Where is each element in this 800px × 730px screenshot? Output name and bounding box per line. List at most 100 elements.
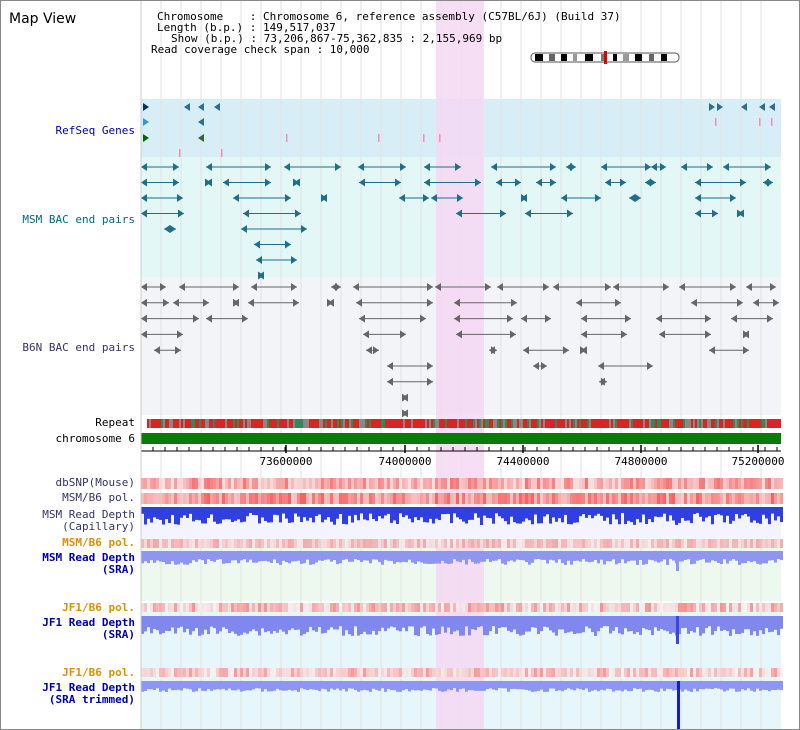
msm-b6-pol-label[interactable]: MSM/B6 pol.: [62, 491, 135, 504]
msm-cap-depth: [288, 507, 291, 523]
b6n-bac-pair: [335, 283, 341, 291]
msm-bac-pair: [243, 209, 249, 218]
refseq-gene-mark: [221, 149, 223, 157]
msm-pol-heat: [615, 493, 618, 504]
jf1-pol-trim-heat: [438, 668, 441, 677]
repeat-mark: [251, 419, 253, 428]
msm-sra-depth: [150, 551, 153, 561]
jf1-b6-pol-label[interactable]: JF1/B6 pol.: [62, 601, 135, 614]
b6n-bac-pair: [233, 298, 239, 307]
msm-pol-heat: [636, 493, 639, 504]
msm-sra-depth: [663, 551, 666, 560]
jf1-sra-depth: [573, 616, 576, 634]
jf1-pol-heat: [666, 603, 669, 612]
repeat-mark: [761, 419, 763, 428]
msm-sra-depth: [195, 551, 198, 562]
jf1-trim-depth: [273, 681, 276, 691]
msm-pol-sra-heat: [213, 539, 216, 548]
msm-cap-depth: [252, 507, 255, 515]
msm-cap-depth: [738, 507, 741, 519]
jf1-pol-trim-heat: [672, 668, 675, 677]
jf1-read-depth-trimmed-label[interactable]: JF1 Read Depth: [42, 681, 135, 694]
repeat-mark: [431, 419, 433, 428]
refseq-gene-mark: [709, 103, 715, 111]
dbsnp-heat: [732, 478, 735, 489]
msm-cap-depth: [243, 507, 246, 522]
dbsnp-heat: [507, 478, 510, 489]
repeat-mark: [655, 419, 657, 428]
repeat-mark: [367, 419, 369, 428]
jf1-sra-depth: [723, 616, 726, 630]
jf1-sra-depth: [531, 616, 534, 628]
jf1-pol-heat: [303, 603, 306, 612]
jf1-pol-heat: [420, 603, 423, 612]
dbsnp-heat: [675, 478, 678, 489]
refseq-genes-label[interactable]: RefSeq Genes: [55, 124, 135, 137]
jf1-trim-depth: [642, 681, 645, 692]
dbsnp-heat: [612, 478, 615, 489]
jf1-sra-depth: [765, 616, 768, 628]
jf1-pol-heat: [570, 603, 573, 612]
repeat-mark: [763, 419, 765, 428]
jf1-pol-heat: [507, 603, 510, 612]
jf1-trim-depth: [681, 681, 684, 692]
msm-cap-depth: [579, 507, 582, 517]
jf1-sra-depth: [339, 616, 342, 627]
msm-read-depth-capillary-label[interactable]: MSM Read Depth: [42, 508, 135, 521]
msm-pol-sra-heat: [771, 539, 774, 548]
msm-cap-depth: [618, 507, 621, 525]
jf1-pol-trim-heat: [717, 668, 720, 677]
repeat-mark: [397, 419, 399, 428]
jf1-read-depth-sra-label[interactable]: JF1 Read Depth: [42, 616, 135, 629]
msm-pol-sra-heat: [426, 539, 429, 548]
msm-b6-pol-sra-label[interactable]: MSM/B6 pol.: [62, 536, 135, 549]
repeat-mark: [733, 419, 735, 428]
jf1-sra-depth: [216, 616, 219, 634]
b6n-bac-pair: [545, 314, 551, 323]
jf1-trim-depth: [576, 681, 579, 689]
jf1-sra-depth: [201, 616, 204, 635]
msm-pol-sra-heat: [738, 539, 741, 548]
jf1-pol-trim-heat: [759, 668, 762, 677]
msm-cap-depth: [390, 507, 393, 523]
msm-sra-depth: [450, 551, 453, 564]
msm-cap-depth: [549, 507, 552, 524]
msm-bac-end-pairs-label[interactable]: MSM BAC end pairs: [22, 213, 135, 226]
msm-sra-depth: [540, 551, 543, 560]
msm-cap-depth: [405, 507, 408, 516]
msm-sra-depth: [276, 551, 279, 564]
msm-pol-heat: [396, 493, 399, 504]
repeat-mark: [425, 419, 427, 428]
msm-cap-depth: [768, 507, 771, 525]
dbsnp-heat: [246, 478, 249, 489]
msm-sra-depth: [477, 551, 480, 564]
jf1-sra-depth: [468, 616, 471, 636]
jf1-sra-depth: [231, 616, 234, 632]
jf1-pol-heat: [630, 603, 633, 612]
repeat-mark: [643, 419, 645, 428]
msm-read-depth-sra-label[interactable]: MSM Read Depth: [42, 551, 135, 564]
b6n-bac-end-pairs-label[interactable]: B6N BAC end pairs: [22, 341, 135, 354]
msm-pol-heat: [432, 493, 435, 504]
b6n-bac-pair: [507, 314, 513, 323]
repeat-mark: [575, 419, 577, 428]
jf1-pol-heat: [747, 603, 750, 612]
repeat-mark: [747, 419, 749, 428]
msm-sra-depth: [387, 551, 390, 561]
msm-pol-sra-heat: [453, 539, 456, 548]
repeat-mark: [401, 419, 403, 428]
jf1-pol-heat: [411, 603, 414, 612]
msm-cap-depth: [501, 507, 504, 519]
jf1-pol-heat: [552, 603, 555, 612]
dbsnp-heat: [711, 478, 714, 489]
jf1-pol-trim-heat: [615, 668, 618, 677]
jf1-sra-depth: [510, 616, 513, 633]
msm-pol-heat: [603, 493, 606, 504]
jf1-pol-trim-heat: [180, 668, 183, 677]
jf1-trim-depth: [417, 681, 420, 691]
dbsnp-label[interactable]: dbSNP(Mouse): [55, 476, 135, 489]
jf1-b6-pol-trimmed-label[interactable]: JF1/B6 pol.: [62, 666, 135, 679]
jf1-sra-depth: [516, 616, 519, 635]
refseq-gene-mark: [759, 103, 765, 111]
